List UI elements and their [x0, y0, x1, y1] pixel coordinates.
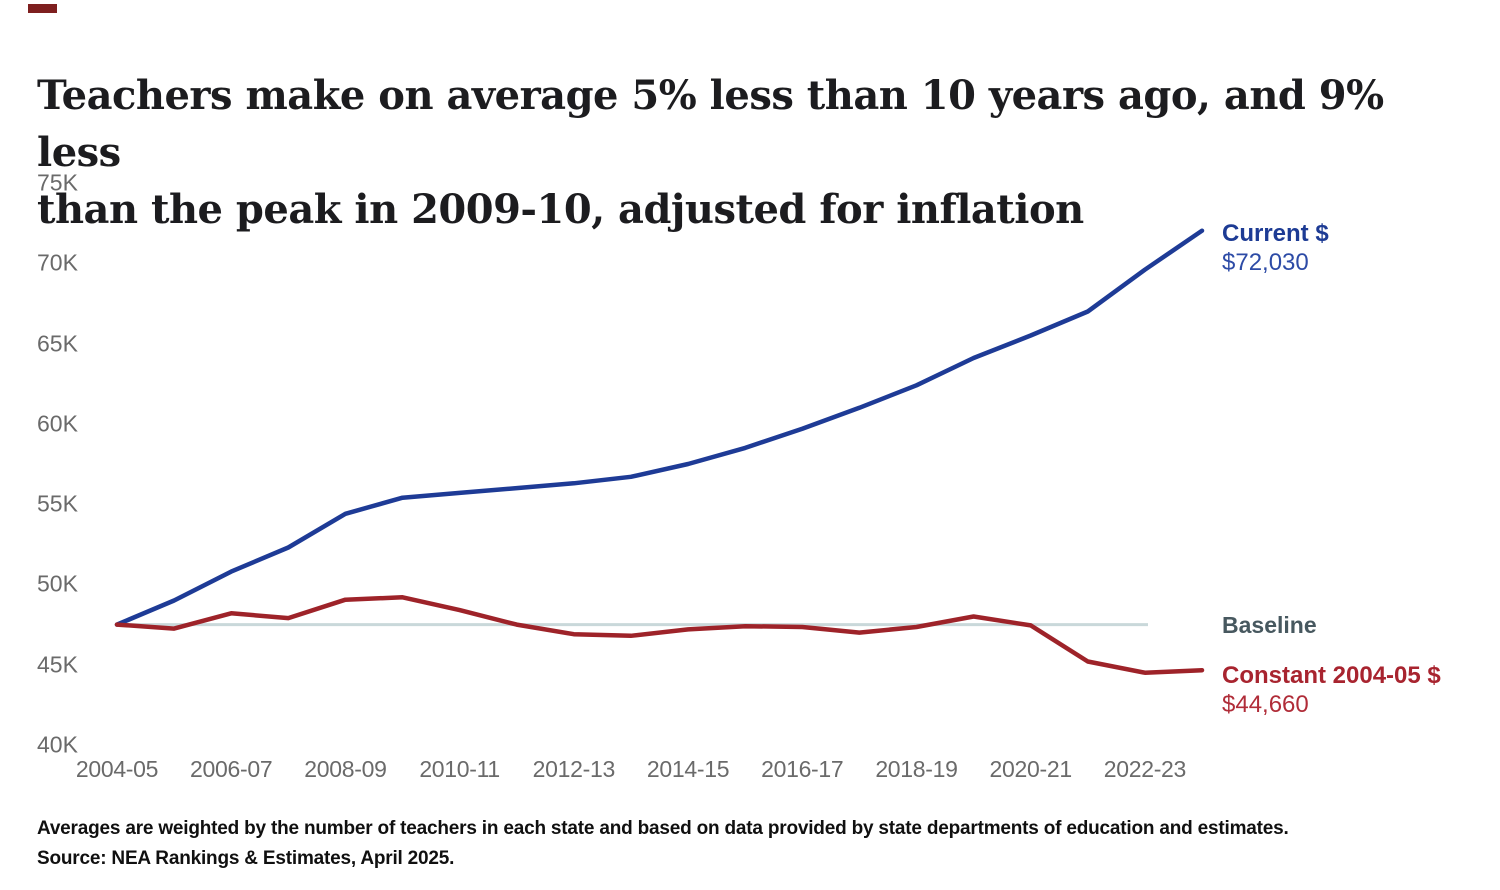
x-tick-label: 2020-21 [989, 756, 1073, 782]
y-tick-label: 40K [37, 731, 78, 758]
chart-title: Teachers make on average 5% less than 10… [37, 67, 1447, 238]
y-tick-label: 65K [37, 330, 78, 357]
source-note: Source: NEA Rankings & Estimates, April … [37, 848, 455, 869]
x-tick-label: 2008-09 [304, 756, 387, 782]
x-tick-label: 2004-05 [75, 756, 159, 782]
x-tick-label: 2006-07 [190, 756, 273, 782]
x-tick-label: 2010-11 [419, 756, 500, 782]
baseline-label: Baseline [1222, 612, 1317, 638]
current-series-annotation: Current $ $72,030 [1222, 219, 1329, 277]
x-tick-label: 2022-23 [1103, 756, 1187, 782]
chart-title-line-2: than the peak in 2009-10, adjusted for i… [37, 185, 1084, 233]
current-dollars-line [114, 228, 1205, 627]
footnote: Averages are weighted by the number of t… [37, 818, 1289, 839]
y-tick-label: 45K [37, 651, 78, 678]
constant-2004-05-dollars-line [114, 595, 1205, 675]
y-tick-label: 55K [37, 490, 78, 517]
logo-fragment-mark [28, 4, 57, 13]
y-tick-label: 70K [37, 249, 78, 276]
current-series-value: $72,030 [1222, 249, 1309, 276]
constant-series-value: $44,660 [1222, 691, 1309, 718]
chart-title-line-1: Teachers make on average 5% less than 10… [37, 71, 1384, 176]
y-tick-label: 60K [37, 410, 78, 437]
x-tick-label: 2014-15 [646, 756, 730, 782]
y-tick-label: 50K [37, 570, 78, 597]
x-tick-label: 2016-17 [761, 756, 844, 782]
constant-series-annotation: Constant 2004-05 $ $44,660 [1222, 661, 1441, 719]
x-tick-label: 2012-13 [532, 756, 616, 782]
constant-series-label: Constant 2004-05 $ [1222, 662, 1441, 689]
current-series-label: Current $ [1222, 220, 1329, 247]
x-tick-label: 2018-19 [875, 756, 958, 782]
y-tick-label: 75K [37, 169, 78, 196]
